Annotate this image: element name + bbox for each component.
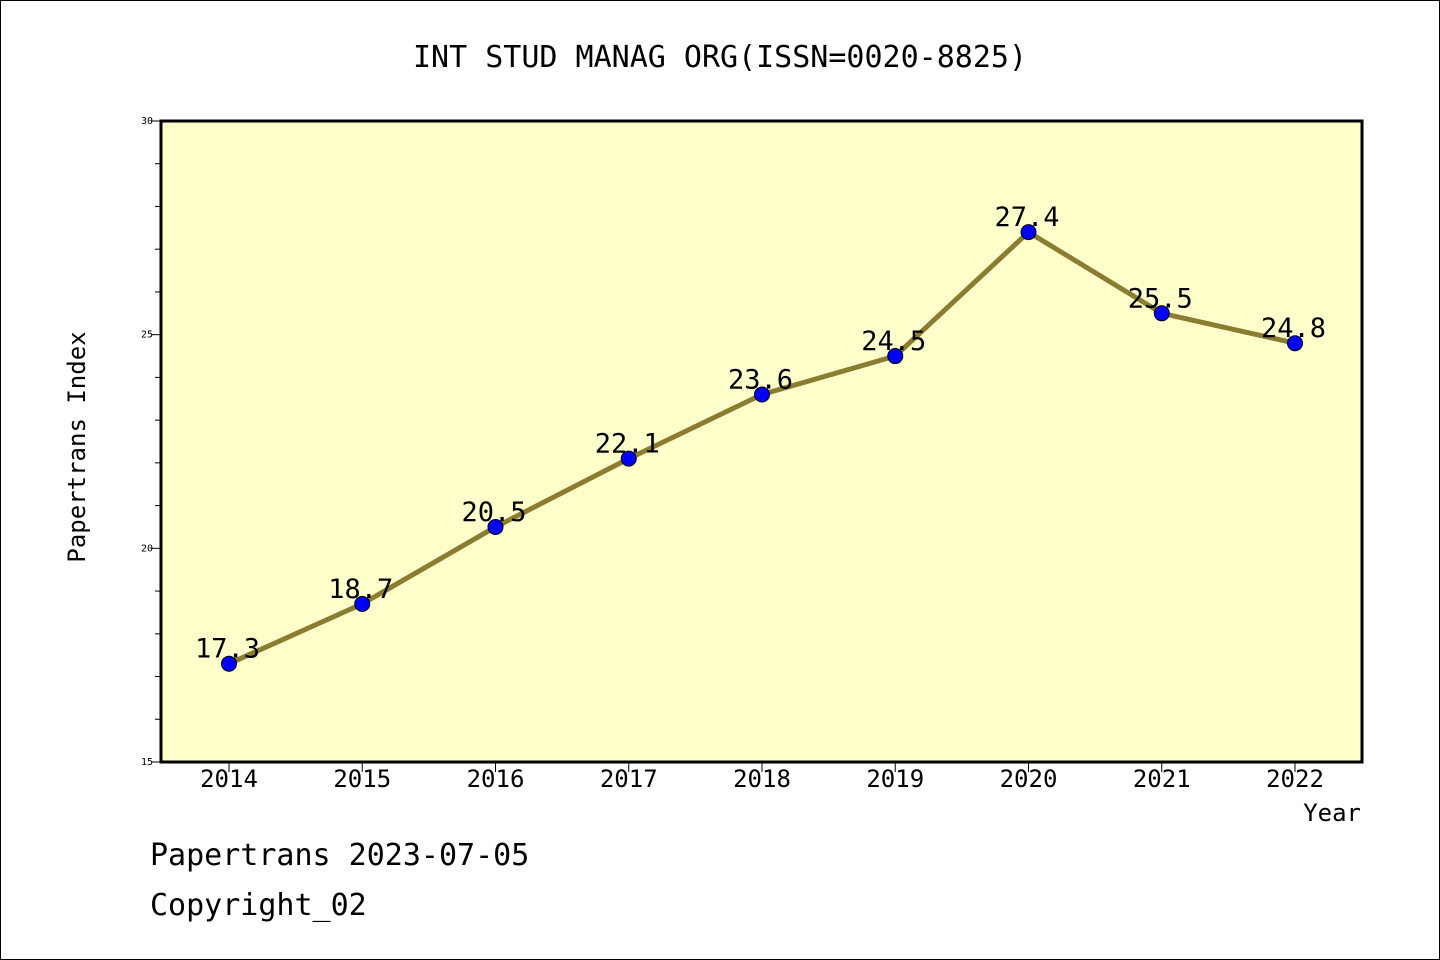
plot-area: [159, 119, 1364, 764]
data-point: [1020, 224, 1037, 241]
x-tick-label: 2017: [600, 765, 658, 793]
x-tick-label: 2018: [733, 765, 791, 793]
x-tick-label: 2016: [467, 765, 525, 793]
y-tick-label: 15: [141, 757, 153, 768]
footer-date: Papertrans 2023-07-05: [150, 838, 529, 873]
data-point: [1287, 335, 1303, 352]
y-axis-label: Papertrans Index: [63, 331, 91, 562]
data-point: [221, 655, 237, 672]
x-tick-label: 2019: [866, 765, 924, 793]
x-tick-label: 2020: [1000, 765, 1058, 793]
footer-copyright: Copyright_02: [150, 888, 367, 923]
x-axis: 2014 2015 2016 2017 2018 2019 2020 2021 2022: [200, 762, 1324, 793]
x-tick-label: 2014: [200, 765, 258, 793]
data-label: 23.6: [728, 364, 793, 395]
x-tick-label: 2022: [1266, 765, 1324, 793]
series-layer: 17.3 18.7 20.5 22.1 23.6 24.5 27.4 25.5 24.8: [195, 202, 1326, 672]
y-axis: 15 20 25 30: [141, 116, 161, 768]
data-point: [887, 348, 904, 365]
y-tick-label: 20: [141, 543, 153, 554]
data-label: 25.5: [1128, 283, 1193, 314]
data-label: 24.5: [861, 326, 926, 357]
x-tick-label: 2015: [333, 765, 391, 793]
y-tick-label: 25: [141, 330, 153, 341]
y-tick-label: 30: [141, 116, 153, 127]
data-label: 18.7: [328, 574, 393, 605]
data-label: 22.1: [595, 429, 660, 460]
data-point: [1153, 305, 1170, 322]
chart-title: INT STUD MANAG ORG(ISSN=0020-8825): [413, 40, 1027, 75]
data-label: 24.8: [1261, 313, 1326, 344]
data-label: 20.5: [462, 497, 527, 528]
data-label: 17.3: [195, 634, 260, 665]
x-axis-label: Year: [1303, 799, 1361, 827]
data-point: [487, 518, 504, 535]
x-tick-label: 2021: [1133, 765, 1191, 793]
data-point: [354, 595, 371, 612]
data-label: 27.4: [995, 202, 1060, 233]
data-point: [620, 450, 637, 467]
data-point: [754, 386, 770, 403]
